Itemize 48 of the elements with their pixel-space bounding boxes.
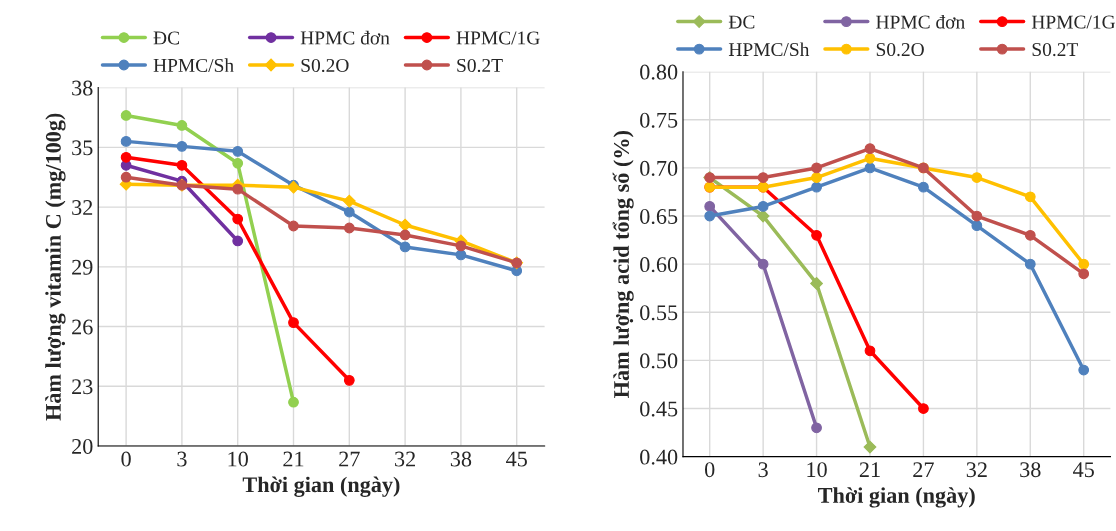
x-tick-label: 3 bbox=[758, 462, 768, 478]
legend-label: S0.2O bbox=[876, 42, 924, 57]
legend-label: S0.2T bbox=[1032, 42, 1079, 57]
legend-label: HPMC/1G bbox=[1031, 15, 1116, 29]
y-tick-label: 32 bbox=[72, 200, 93, 216]
y-tick-label: 0.40 bbox=[640, 449, 678, 465]
x-tick-label: 0 bbox=[121, 451, 131, 467]
y-tick-label: 23 bbox=[72, 379, 93, 395]
x-axis-title: Thời gian (ngày) bbox=[242, 476, 400, 497]
legend-label: HPMC đơn bbox=[300, 30, 390, 45]
x-tick-label: 38 bbox=[450, 451, 472, 467]
legend-label: S0.2T bbox=[457, 58, 503, 73]
legend-label: HPMC/Sh bbox=[153, 58, 234, 72]
y-tick-label: 0.45 bbox=[640, 401, 678, 417]
y-tick-label: 35 bbox=[72, 140, 93, 156]
x-tick-label: 27 bbox=[339, 451, 360, 467]
y-axis-title: Hàm lượng vitamin C (mg/100g) bbox=[45, 113, 66, 421]
y-tick-label: 26 bbox=[72, 319, 93, 335]
y-tick-label: 0.80 bbox=[640, 64, 678, 80]
x-tick-label: 38 bbox=[1020, 462, 1041, 478]
y-axis-title: Hàm lượng acid tổng số (%) bbox=[612, 131, 634, 398]
x-axis-title: Thời gian (ngày) bbox=[818, 487, 975, 508]
y-tick-label: 0.50 bbox=[640, 353, 678, 369]
x-tick-label: 3 bbox=[177, 451, 187, 467]
x-tick-label: 32 bbox=[395, 451, 415, 467]
x-tick-label: 45 bbox=[506, 451, 527, 467]
x-tick-label: 27 bbox=[913, 462, 934, 477]
x-tick-label: 10 bbox=[807, 462, 827, 478]
x-tick-label: 0 bbox=[705, 462, 715, 478]
y-tick-label: 38 bbox=[72, 80, 93, 96]
y-tick-label: 0.55 bbox=[640, 305, 678, 321]
x-tick-label: 32 bbox=[966, 462, 987, 478]
x-tick-label: 21 bbox=[859, 462, 880, 477]
legend-label: S0.2O bbox=[301, 58, 349, 73]
x-tick-label: 10 bbox=[228, 451, 248, 467]
y-tick-label: 0.60 bbox=[640, 257, 678, 273]
legend-label: HPMC đơn bbox=[876, 14, 965, 29]
legend-label: HPMC/1G bbox=[456, 31, 540, 45]
y-tick-label: 0.70 bbox=[640, 160, 678, 176]
x-tick-label: 45 bbox=[1073, 462, 1094, 478]
legend-label: ĐC bbox=[728, 15, 755, 29]
y-tick-label: 0.65 bbox=[640, 208, 678, 225]
y-tick-label: 20 bbox=[72, 438, 93, 454]
y-tick-label: 29 bbox=[72, 259, 93, 275]
legend-label: HPMC/Sh bbox=[728, 42, 810, 57]
y-tick-label: 0.75 bbox=[640, 112, 678, 128]
legend-label: ĐC bbox=[153, 31, 179, 45]
x-tick-label: 21 bbox=[283, 451, 304, 467]
